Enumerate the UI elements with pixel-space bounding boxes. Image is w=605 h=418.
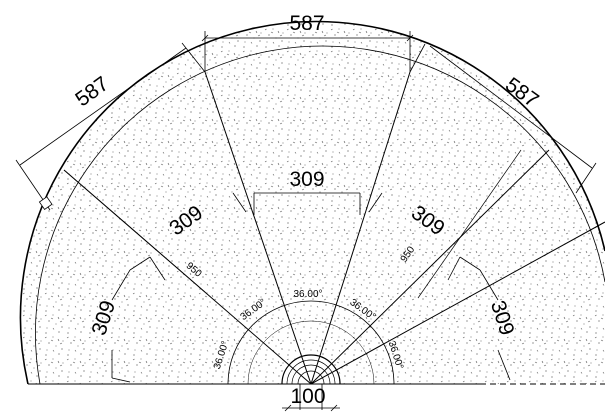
inner-chord-label-top: 309 xyxy=(289,168,324,191)
inner-arc xyxy=(35,45,605,385)
outer-arc xyxy=(19,20,605,385)
outer-chord-label-left: 587 xyxy=(71,72,113,111)
angle-arc xyxy=(227,300,395,385)
angle-label-3: 36.00° xyxy=(293,289,322,300)
outer-dimension-lines xyxy=(15,31,597,211)
center-hub xyxy=(282,355,340,384)
sector-hatch xyxy=(20,21,605,384)
inner-dimension-lines xyxy=(111,192,511,383)
radial-lines xyxy=(63,71,605,385)
outer-chord-label-top: 587 xyxy=(289,12,324,35)
hub-rings xyxy=(281,354,341,410)
center-width-dimension xyxy=(282,404,340,412)
radius-dimension-lines xyxy=(63,149,522,299)
edge-marker xyxy=(38,196,53,210)
center-width-label: 100 xyxy=(290,385,325,408)
